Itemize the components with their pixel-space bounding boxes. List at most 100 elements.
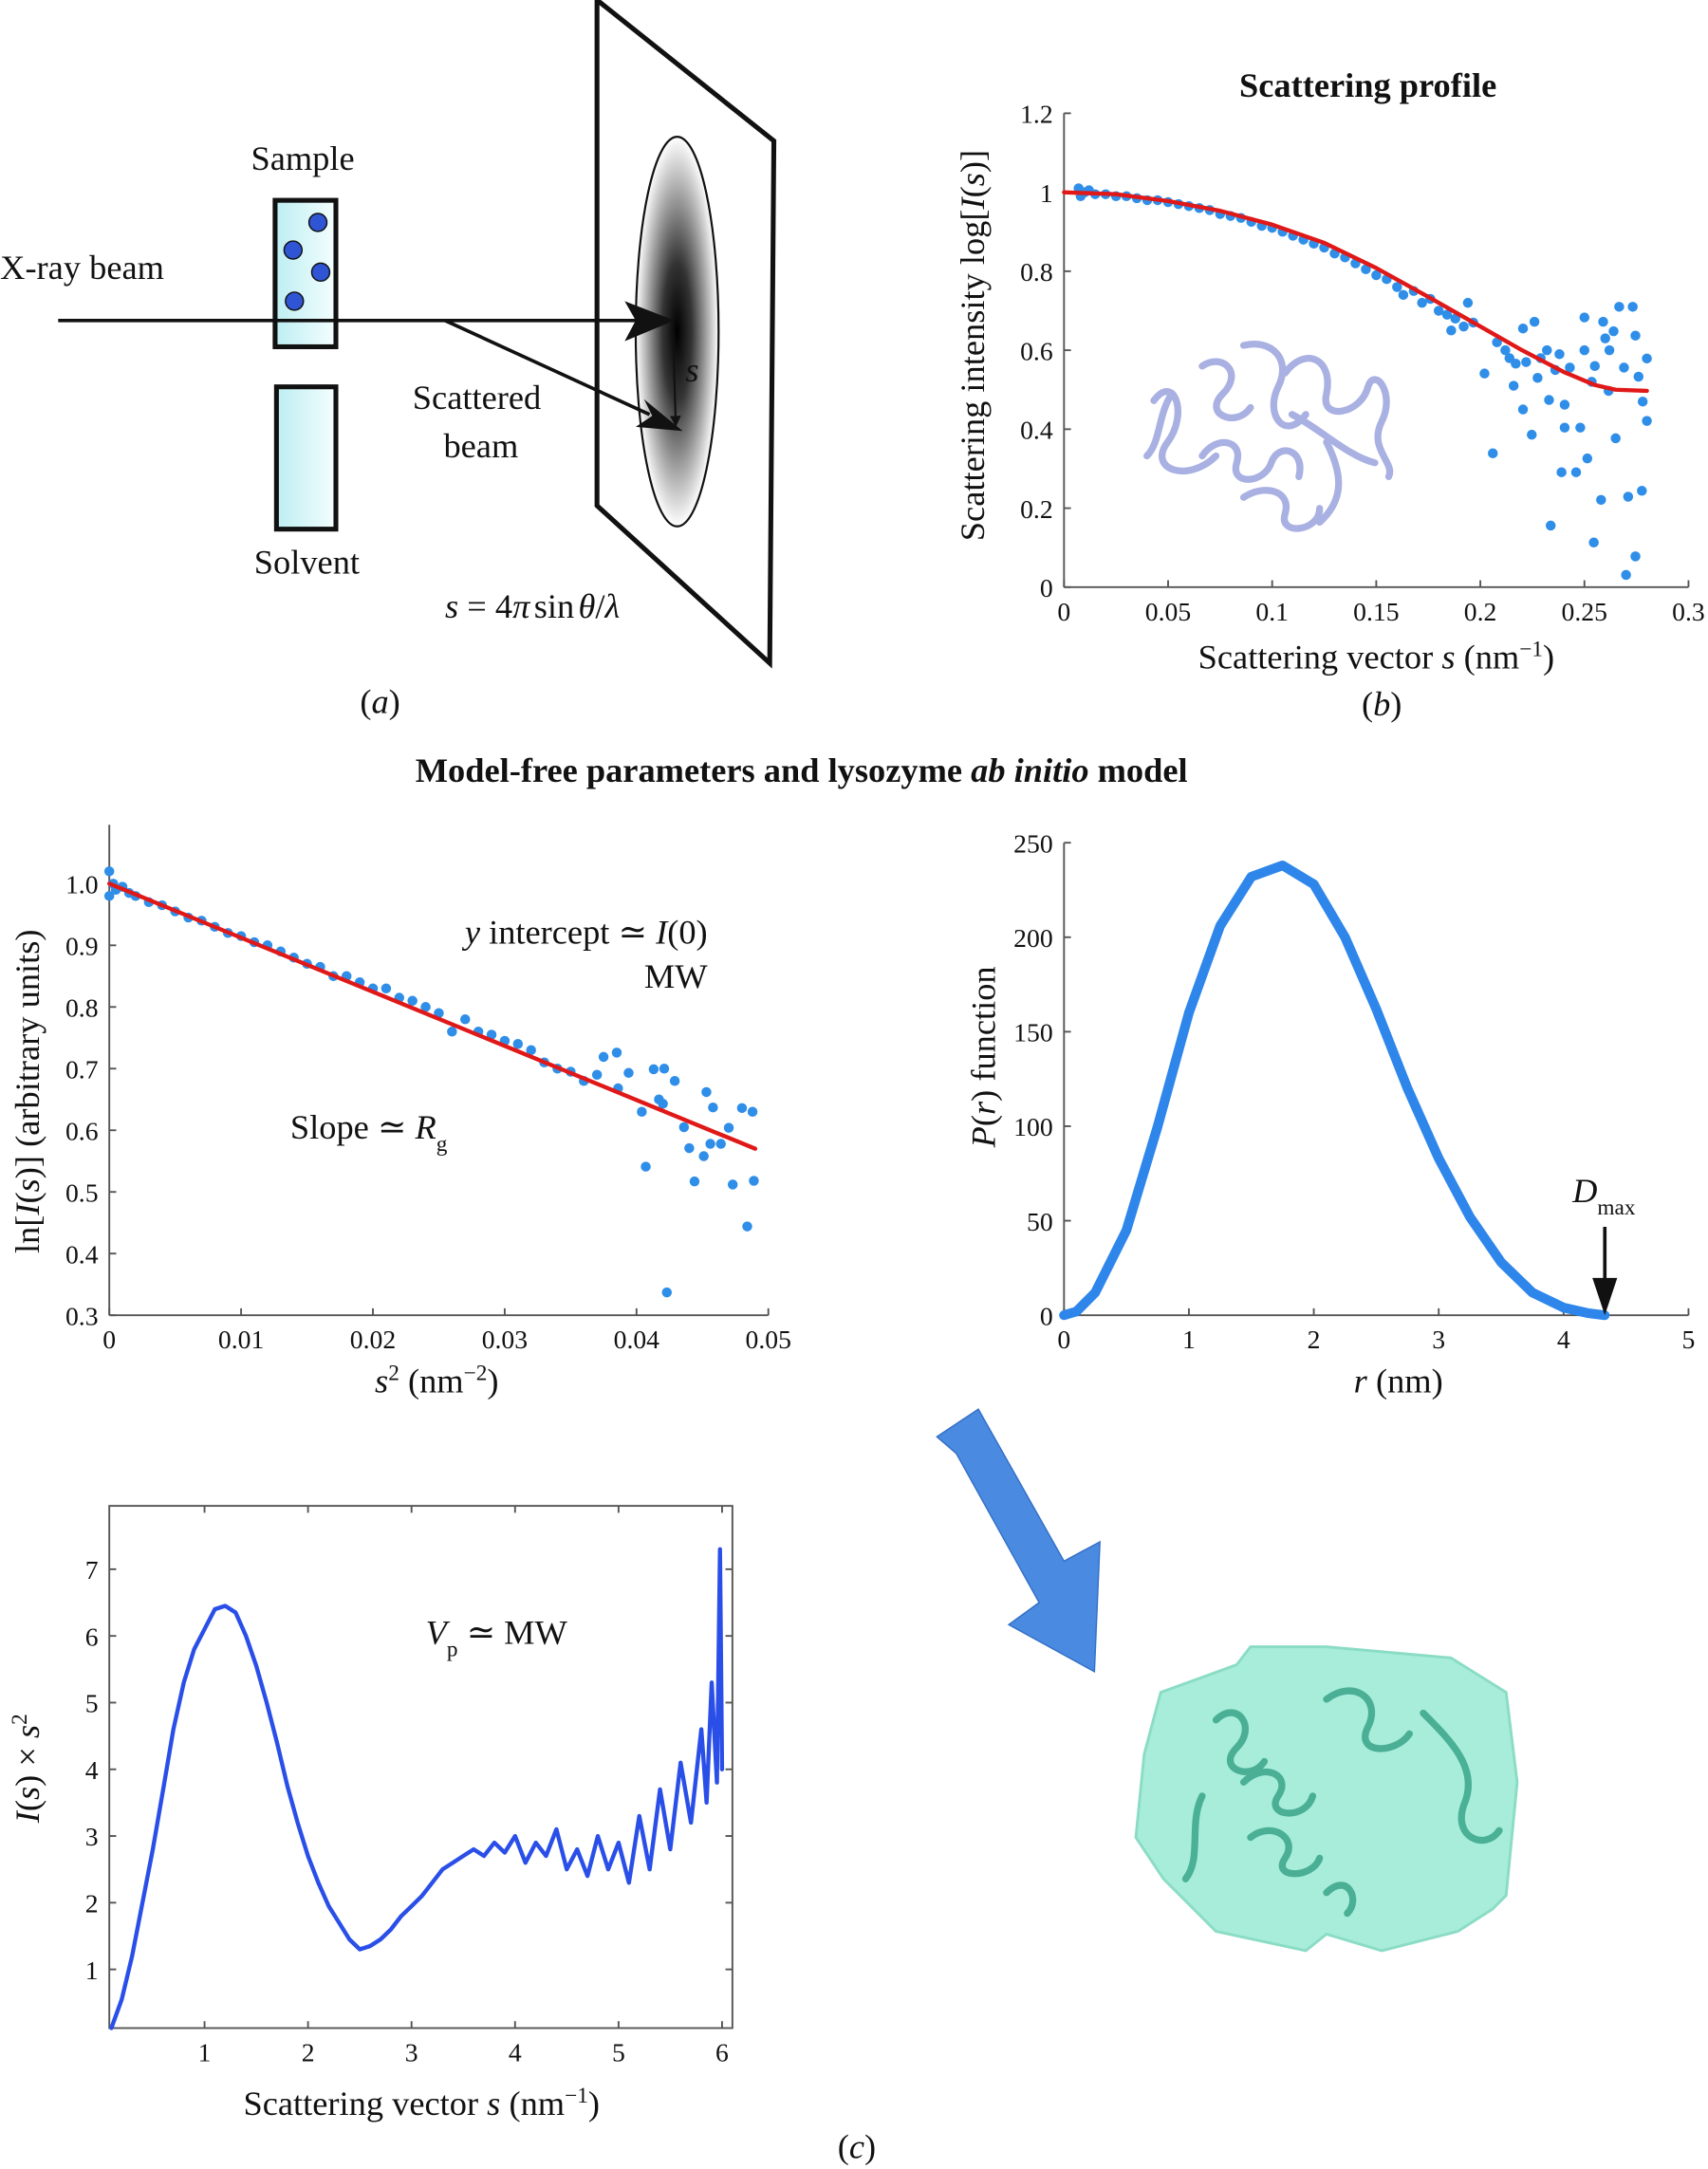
y-tick-label: 7 bbox=[85, 1555, 99, 1585]
label-part: −1 bbox=[1519, 638, 1543, 662]
data-point bbox=[598, 1051, 609, 1063]
data-point bbox=[1556, 467, 1567, 477]
data-point bbox=[1582, 453, 1593, 464]
annotation-slope: Slope ≃ Rg bbox=[290, 1108, 448, 1157]
data-point bbox=[708, 1102, 718, 1113]
data-point bbox=[1542, 344, 1552, 356]
data-point bbox=[684, 1142, 695, 1154]
data-point bbox=[1545, 520, 1556, 531]
label-part: ( bbox=[965, 1115, 1003, 1126]
label-part: (nm bbox=[500, 2085, 565, 2123]
data-point bbox=[1392, 282, 1402, 292]
y-tick-label: 3 bbox=[85, 1822, 99, 1851]
label-part: I bbox=[9, 1202, 46, 1216]
data-point bbox=[1642, 416, 1652, 426]
x-axis-label: Scattering vector s (nm−1) bbox=[1198, 638, 1554, 677]
y-axis-label: ln[I(s)] (arbitrary units) bbox=[9, 929, 46, 1253]
data-point bbox=[689, 1176, 700, 1187]
data-point bbox=[736, 1103, 748, 1114]
data-point bbox=[486, 1029, 497, 1040]
label-part: V bbox=[426, 1614, 451, 1652]
y-tick-label: 50 bbox=[1027, 1207, 1053, 1236]
data-point bbox=[640, 1161, 651, 1172]
ab-initio-envelope-image bbox=[1134, 1645, 1519, 1953]
data-point bbox=[1504, 353, 1515, 363]
data-point bbox=[749, 1176, 759, 1186]
data-point bbox=[1398, 289, 1409, 301]
y-axis-label: I(s) × s2 bbox=[8, 1714, 46, 1824]
annotation-mw: MW bbox=[644, 957, 708, 995]
data-point bbox=[1621, 569, 1631, 581]
data-point bbox=[715, 1139, 726, 1149]
data-point bbox=[1446, 325, 1457, 336]
particle bbox=[285, 291, 305, 311]
y-tick-label: 0.8 bbox=[1020, 257, 1053, 287]
data-point bbox=[701, 1086, 712, 1098]
x-tick-label: 0.3 bbox=[1672, 597, 1705, 626]
scattered-beam-label: beam bbox=[443, 427, 518, 465]
x-tick-label: 0.1 bbox=[1255, 597, 1289, 626]
x-tick-label: 0.05 bbox=[746, 1325, 791, 1354]
label-part: s bbox=[9, 1178, 46, 1192]
data-point bbox=[1450, 313, 1460, 324]
label-part: max bbox=[1597, 1196, 1635, 1220]
x-tick-label: 0.2 bbox=[1464, 597, 1497, 626]
data-point bbox=[420, 1002, 431, 1012]
data-point bbox=[705, 1139, 715, 1149]
label-part: r bbox=[965, 1101, 1003, 1115]
y-tick-label: 1.2 bbox=[1020, 100, 1053, 129]
data-point bbox=[1479, 368, 1490, 379]
data-point bbox=[1458, 321, 1469, 332]
scattering-vector-formula: s = 4π sin θ/λ bbox=[445, 587, 620, 625]
panel-a-diagram: s Sample X-ray beam Scattered beam Solve… bbox=[0, 0, 777, 720]
data-point bbox=[1637, 396, 1648, 407]
particle bbox=[310, 262, 331, 283]
data-point bbox=[1610, 433, 1621, 444]
x-tick-label: 1 bbox=[1182, 1325, 1196, 1354]
detector-screen bbox=[594, 0, 777, 669]
panel-b-caption: (b) bbox=[1362, 685, 1402, 723]
label-part: )] (arbitrary units) bbox=[9, 929, 46, 1178]
x-tick-label: 1 bbox=[198, 2037, 212, 2067]
label-part: P bbox=[965, 1126, 1003, 1148]
y-tick-label: 0.5 bbox=[65, 1177, 99, 1207]
data-point bbox=[1532, 373, 1543, 383]
label-part: (nm bbox=[1455, 639, 1519, 677]
data-point bbox=[1517, 404, 1529, 415]
guinier-plot-chart: 0 0.01 0.02 0.03 0.04 0.05 0.3 0.4 0.5 0.6 0.7 0.8 0… bbox=[9, 825, 791, 1400]
label-part: (0) bbox=[667, 913, 707, 951]
data-point bbox=[1600, 333, 1610, 343]
label-part: R bbox=[415, 1108, 436, 1146]
label-part: ≃ MW bbox=[457, 1614, 567, 1652]
solvent-cuvette bbox=[273, 384, 339, 532]
x-tick-label: 0 bbox=[102, 1325, 116, 1354]
data-line bbox=[1059, 860, 1610, 1321]
y-tick-label: 0.6 bbox=[1020, 336, 1053, 365]
x-tick-label: 0.04 bbox=[614, 1325, 660, 1354]
y-tick-label: 100 bbox=[1013, 1112, 1052, 1141]
label-part: s bbox=[1441, 639, 1455, 677]
data-point bbox=[1371, 269, 1382, 281]
y-tick-label: 1 bbox=[85, 1956, 99, 1985]
data-point bbox=[526, 1045, 536, 1056]
data-point bbox=[742, 1221, 752, 1232]
data-point bbox=[1642, 353, 1652, 364]
panel-a-caption: (a) bbox=[360, 682, 399, 720]
data-point bbox=[1614, 302, 1624, 312]
data-point bbox=[103, 866, 115, 877]
x-tick-label: 4 bbox=[509, 2037, 522, 2067]
data-point bbox=[1492, 337, 1502, 348]
x-tick-label: 0.25 bbox=[1562, 597, 1607, 626]
scattering-profile-chart: 0 0.05 0.1 0.15 0.2 0.25 0.3 0 0.2 0.4 0.6 0.8 1 1.2 S… bbox=[954, 66, 1705, 677]
data-point bbox=[1508, 380, 1519, 391]
label-part: )] bbox=[954, 150, 992, 173]
data-point bbox=[1559, 422, 1570, 433]
x-axis-label: s2 (nm−2) bbox=[375, 1362, 498, 1400]
x-tick-label: 0 bbox=[1057, 597, 1070, 626]
data-point bbox=[1565, 362, 1575, 373]
label-part: 2 bbox=[388, 1362, 399, 1386]
fit-line bbox=[1062, 190, 1649, 394]
data-point bbox=[727, 1179, 738, 1190]
data-point bbox=[1361, 264, 1371, 275]
